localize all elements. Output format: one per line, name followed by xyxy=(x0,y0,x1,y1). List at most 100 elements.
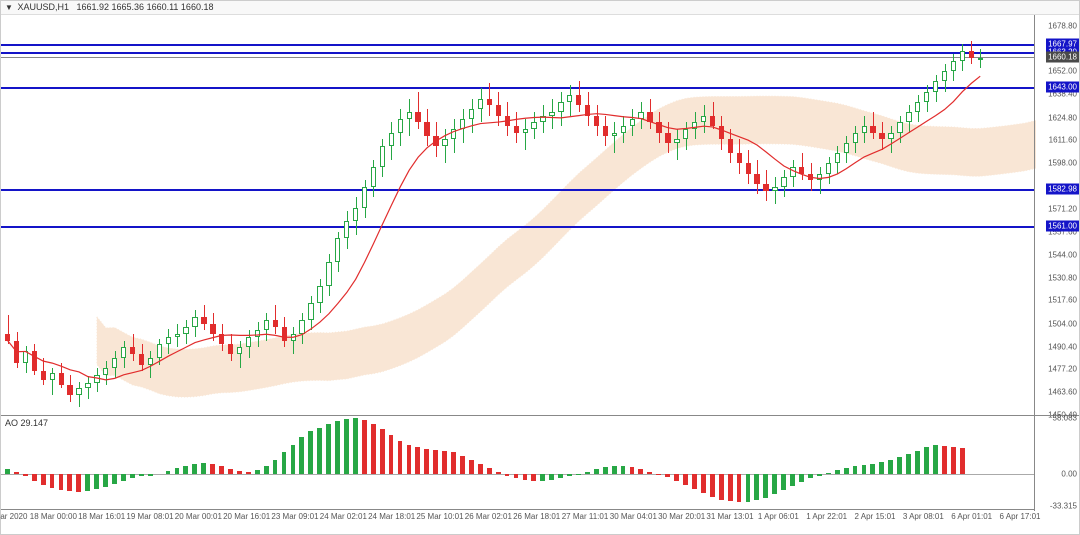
ao-bar xyxy=(478,464,483,474)
time-tick: 25 Mar 10:01 xyxy=(416,512,463,521)
ao-bar xyxy=(665,474,670,478)
ao-bar xyxy=(14,472,19,474)
ao-bar xyxy=(192,464,197,474)
ao-bar xyxy=(897,457,902,473)
price-marker: 1643.00 xyxy=(1046,81,1079,92)
ao-bar xyxy=(112,474,117,485)
ao-bar xyxy=(674,474,679,482)
ao-bar xyxy=(728,474,733,502)
ao-bar xyxy=(496,472,501,474)
price-tick: 1477.20 xyxy=(1048,365,1077,374)
chart-container: ▼ XAUUSD,H1 1661.92 1665.36 1660.11 1660… xyxy=(0,0,1080,535)
ao-bar xyxy=(282,452,287,473)
time-tick: 23 Mar 09:01 xyxy=(271,512,318,521)
ao-bar xyxy=(942,446,947,474)
ao-bar xyxy=(183,466,188,474)
time-tick: 18 Mar 00:00 xyxy=(30,512,77,521)
ohlc-values: 1661.92 1665.36 1660.11 1660.18 xyxy=(77,2,214,12)
time-tick: 24 Mar 18:01 xyxy=(368,512,415,521)
ao-bar xyxy=(398,441,403,474)
time-tick: 17 Mar 2020 xyxy=(0,512,27,521)
ao-bar xyxy=(308,431,313,473)
ao-bar xyxy=(603,467,608,474)
ao-bar xyxy=(531,474,536,482)
time-tick: 1 Apr 22:01 xyxy=(806,512,847,521)
ao-bar xyxy=(906,454,911,473)
ao-bar xyxy=(487,468,492,474)
price-marker: 1660.18 xyxy=(1046,52,1079,63)
price-y-axis: 1678.801665.201652.001638.401624.801611.… xyxy=(1034,15,1079,415)
ao-bar xyxy=(781,474,786,490)
ao-bar xyxy=(567,474,572,477)
ao-bar xyxy=(826,473,831,474)
price-tick: 1571.20 xyxy=(1048,205,1077,214)
ao-tick: -33.315 xyxy=(1050,501,1077,510)
moving-average-line xyxy=(1,15,1034,415)
price-marker: 1561.00 xyxy=(1046,221,1079,232)
ao-bar xyxy=(960,448,965,474)
price-tick: 1624.80 xyxy=(1048,113,1077,122)
ao-bar xyxy=(237,471,242,474)
ao-bar xyxy=(630,467,635,474)
ao-bar xyxy=(763,474,768,498)
ao-bar xyxy=(273,460,278,473)
ao-bar xyxy=(621,466,626,474)
ao-bar xyxy=(299,437,304,473)
ao-bar xyxy=(469,460,474,473)
ao-bar xyxy=(835,470,840,474)
ao-bar xyxy=(139,474,144,477)
ao-bar xyxy=(291,445,296,474)
ao-bar xyxy=(166,471,171,474)
ao-bar xyxy=(228,469,233,474)
ao-indicator-panel[interactable]: AO 29.147 xyxy=(1,415,1034,511)
ao-bar xyxy=(148,474,153,476)
ao-bar xyxy=(915,451,920,474)
ao-bar xyxy=(514,474,519,479)
symbol-timeframe: XAUUSD,H1 xyxy=(17,2,69,12)
ao-bar xyxy=(380,429,385,473)
time-tick: 31 Mar 13:01 xyxy=(706,512,753,521)
ao-bar xyxy=(41,474,46,486)
price-tick: 1544.00 xyxy=(1048,251,1077,260)
ao-bar xyxy=(353,418,358,474)
time-tick: 20 Mar 16:01 xyxy=(223,512,270,521)
ao-bar xyxy=(103,474,108,487)
ao-bar xyxy=(817,474,822,476)
price-tick: 1530.80 xyxy=(1048,273,1077,282)
ao-bar xyxy=(5,469,10,474)
ao-bar xyxy=(870,464,875,474)
price-chart-panel[interactable] xyxy=(1,15,1034,415)
price-tick: 1598.00 xyxy=(1048,159,1077,168)
ao-bar xyxy=(219,466,224,474)
ao-bar xyxy=(585,472,590,474)
ao-bar xyxy=(862,465,867,474)
ao-bar xyxy=(67,474,72,491)
ao-bar xyxy=(746,474,751,503)
ao-bar xyxy=(362,420,367,474)
ao-bar xyxy=(94,474,99,489)
ao-bar xyxy=(255,470,260,474)
time-x-axis: 17 Mar 202018 Mar 00:0018 Mar 16:0119 Ma… xyxy=(1,509,1034,534)
ao-bar xyxy=(772,474,777,494)
ao-bar xyxy=(442,451,447,474)
ao-tick: 58.083 xyxy=(1053,413,1077,422)
ao-bar xyxy=(638,469,643,474)
price-tick: 1517.60 xyxy=(1048,296,1077,305)
dropdown-arrow-icon[interactable]: ▼ xyxy=(5,3,13,12)
ao-bar xyxy=(853,466,858,474)
ao-bar xyxy=(888,460,893,473)
ao-bar xyxy=(326,424,331,474)
time-tick: 18 Mar 16:01 xyxy=(78,512,125,521)
ao-bar xyxy=(424,449,429,474)
price-marker: 1582.98 xyxy=(1046,183,1079,194)
price-tick: 1463.60 xyxy=(1048,388,1077,397)
ao-bar xyxy=(737,474,742,503)
ao-bar xyxy=(710,474,715,497)
ao-bar xyxy=(951,447,956,474)
ao-bar xyxy=(451,452,456,473)
price-tick: 1504.00 xyxy=(1048,319,1077,328)
ao-bar xyxy=(549,474,554,481)
ao-bar xyxy=(389,435,394,473)
ao-label: AO 29.147 xyxy=(5,418,48,428)
ao-bar xyxy=(50,474,55,488)
